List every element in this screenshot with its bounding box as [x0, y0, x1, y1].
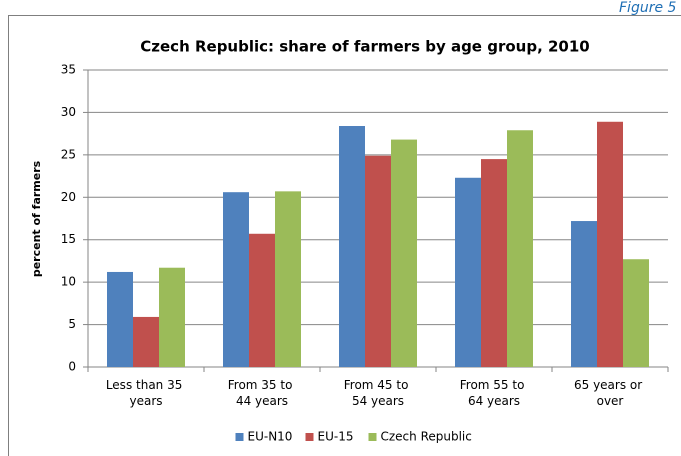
legend-swatch	[235, 433, 244, 441]
bar	[339, 126, 365, 368]
y-tick-label: 15	[61, 232, 76, 246]
y-tick-label: 25	[61, 147, 76, 161]
bar	[597, 121, 623, 368]
legend-label: EU-N10	[248, 430, 293, 444]
legend-swatch	[368, 433, 377, 441]
y-tick-label: 5	[68, 317, 76, 331]
y-tick-label: 20	[61, 190, 76, 204]
y-axis-label: percent of farmers	[30, 160, 43, 277]
bar	[275, 191, 301, 367]
chart-title: Czech Republic: share of farmers by age …	[140, 38, 589, 56]
bar	[623, 259, 649, 367]
x-tick-label: Less than 35 years	[106, 378, 186, 408]
bar	[571, 221, 597, 367]
x-tick-label: From 35 to 44 years	[228, 378, 297, 408]
bar	[455, 177, 481, 367]
bar	[365, 155, 391, 367]
bar	[391, 139, 417, 367]
y-tick-label: 35	[61, 63, 76, 77]
bar	[133, 316, 159, 367]
figure-label: Figure 5	[619, 0, 677, 16]
bar	[507, 130, 533, 367]
bar	[107, 271, 133, 367]
legend-label: Czech Republic	[381, 430, 472, 444]
y-tick-label: 30	[61, 105, 76, 119]
y-tick-label: 0	[68, 360, 76, 374]
bar	[223, 192, 249, 367]
legend-label: EU-15	[318, 430, 354, 444]
bar	[249, 233, 275, 367]
y-tick-label: 10	[61, 275, 76, 289]
x-tick-label: From 55 to 64 years	[460, 378, 529, 408]
legend-swatch	[305, 433, 314, 441]
bar	[481, 159, 507, 367]
x-tick-label: From 45 to 54 years	[344, 378, 413, 408]
bar	[159, 267, 185, 367]
x-tick-label: 65 years or over	[574, 378, 646, 408]
